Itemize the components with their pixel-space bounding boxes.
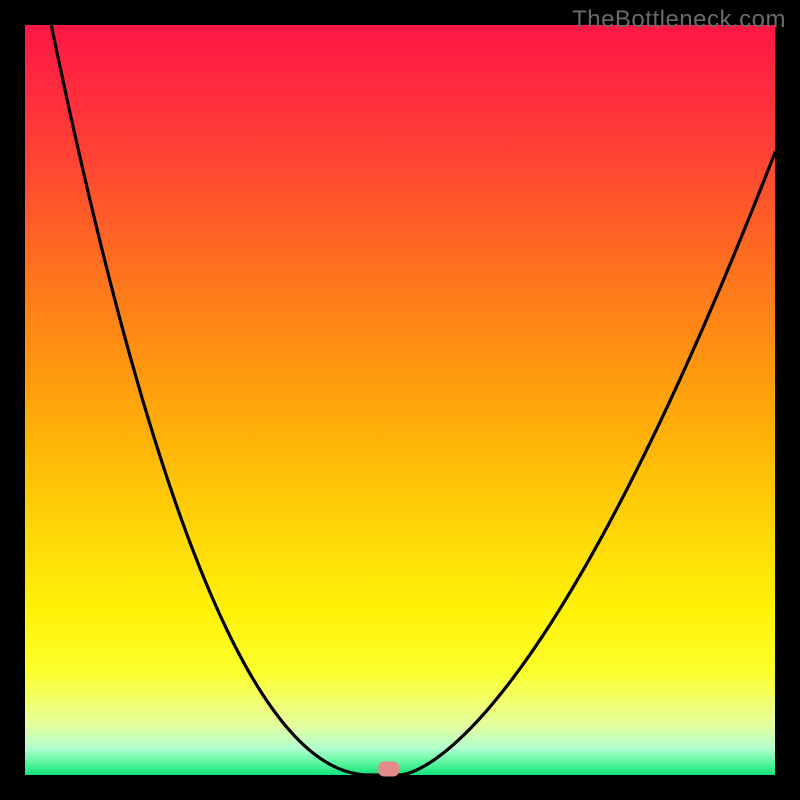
watermark-text: TheBottleneck.com [572, 6, 786, 34]
bottleneck-chart [0, 0, 800, 800]
plot-background [25, 25, 775, 775]
optimum-marker [378, 762, 399, 777]
chart-frame: TheBottleneck.com [0, 0, 800, 800]
